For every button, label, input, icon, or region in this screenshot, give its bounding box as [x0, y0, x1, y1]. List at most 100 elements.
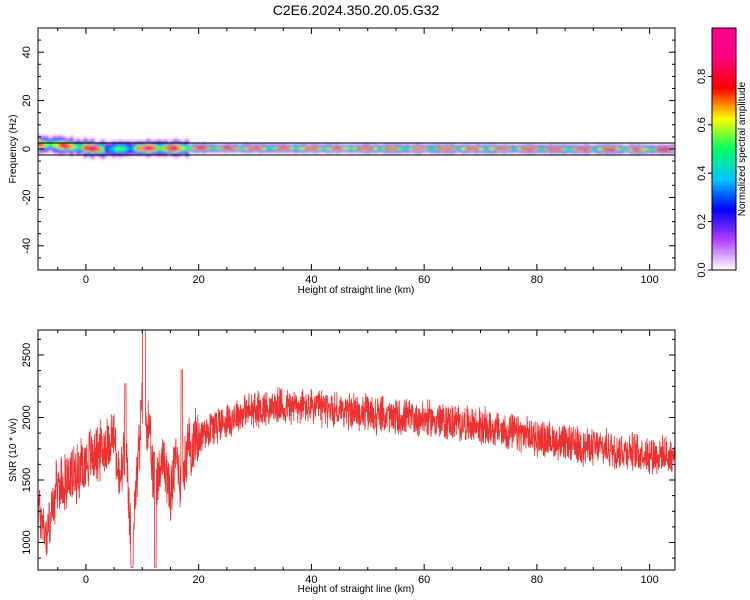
spectrogram-cell [311, 149, 316, 152]
spectrogram-cell [440, 149, 445, 152]
spectrogram-cell [535, 148, 540, 151]
spectrogram-cell [69, 139, 74, 142]
spectrogram-cell [580, 149, 585, 152]
spectrogram-cell [244, 145, 249, 148]
spectrogram-cell [318, 149, 323, 152]
spectrogram-cell [517, 145, 522, 148]
spectrogram-cell [185, 138, 190, 141]
spectrogram-cell [101, 145, 106, 148]
spectrogram-cell [510, 148, 515, 151]
spectrogram-cell [59, 139, 64, 142]
spectrogram-cell [66, 147, 71, 149]
spectrogram-cell [48, 149, 53, 152]
spectrogram-cell [104, 147, 109, 149]
spectrogram-cell [633, 149, 638, 152]
spectrogram-cell [398, 143, 403, 146]
spectrogram-cell [608, 145, 613, 148]
spectrogram-cell [489, 150, 494, 153]
spectrogram-cell [416, 145, 421, 148]
spectrogram-cell [577, 150, 582, 153]
spectrogram-cell [412, 143, 417, 146]
spectrogram-cell [468, 152, 473, 154]
spectrogram-cell [535, 145, 540, 148]
spectrogram-cell [342, 144, 347, 147]
spectrogram-cell [412, 148, 417, 151]
spectrogram-cell [433, 152, 438, 154]
spectrogram-cell [367, 149, 372, 152]
spectrogram-cell [328, 150, 333, 153]
spectrogram-cell [423, 144, 428, 147]
spectrogram-cell [129, 153, 134, 155]
spectrogram-cell [307, 148, 312, 151]
spectrogram-cell [73, 148, 78, 151]
spectrogram-cell [265, 150, 270, 153]
spectrogram-cell [118, 147, 123, 149]
spectrogram-cell [66, 150, 71, 153]
spectrogram-cell [223, 148, 228, 151]
spectrogram-cell [101, 147, 106, 149]
spectrogram-cell [454, 149, 459, 152]
spectrogram-cell [433, 143, 438, 146]
spectrogram-cell [332, 150, 337, 153]
spectrogram-cell [458, 144, 463, 147]
snr-ytick-label: 2500 [21, 343, 33, 367]
spectrogram-cell [367, 144, 372, 147]
spectrogram-cell [97, 144, 102, 147]
spectrogram-cell [370, 148, 375, 151]
spectrogram-cell [661, 143, 666, 146]
spectrogram-cell [69, 137, 74, 140]
spectrogram-cell [174, 141, 179, 143]
spectrogram-cell [143, 152, 148, 154]
snr-frame [37, 329, 676, 571]
spectrogram-cell [650, 148, 655, 151]
spectrogram-cell [314, 143, 319, 146]
spectrogram-cell [503, 149, 508, 152]
spectrogram-cell [136, 149, 141, 152]
spectrogram-cell [157, 148, 162, 151]
spectrogram-cell [349, 148, 354, 151]
spectrogram-cell [69, 152, 74, 154]
spectrogram-cell [181, 152, 186, 154]
spectrogram-cell [346, 147, 351, 149]
spectrogram-cell [52, 147, 57, 149]
spectrogram-cell [185, 137, 190, 140]
spectrogram-cell [104, 141, 109, 143]
spectrogram-cell [419, 149, 424, 152]
spectrogram-cell [640, 152, 645, 154]
spectrogram-cell [293, 143, 298, 146]
spectrogram-cell [377, 150, 382, 153]
spectrogram-cell [55, 149, 60, 152]
spectrogram-cell [451, 152, 456, 154]
spectrogram-cell [654, 144, 659, 147]
spectrogram-cell [55, 153, 60, 155]
spectrogram-cell [143, 144, 148, 147]
spectrogram-cell [258, 149, 263, 152]
spectrogram-cell [111, 143, 116, 146]
spectrogram-cell [538, 145, 543, 148]
spectrogram-cell [41, 144, 46, 147]
spectrogram-cell [213, 147, 218, 149]
spectrogram-cell [521, 144, 526, 147]
spectrogram-cell [202, 150, 207, 153]
spectrogram-cell [524, 152, 529, 154]
spectrogram-cell [594, 152, 599, 154]
spectrogram-cell [661, 145, 666, 148]
spectrogram-cell [612, 147, 617, 149]
spectrogram-cell [633, 148, 638, 151]
spectrogram-cell [90, 137, 95, 140]
spectrogram-cell [318, 150, 323, 153]
spectrogram-cell [178, 150, 183, 153]
spectrogram-cell [384, 152, 389, 154]
spectrogram-cell [185, 156, 190, 159]
colorbar-tick-label: 0.4 [696, 166, 708, 181]
spectrogram-cell [237, 149, 242, 152]
spectrogram-cell [304, 147, 309, 149]
spectrogram-cell [360, 144, 365, 147]
spectrogram-cell [272, 144, 277, 147]
spectrogram-cell [643, 144, 648, 147]
spectrogram-cell [395, 152, 400, 154]
spectrogram-cell [248, 147, 253, 149]
spectrogram-cell [83, 147, 88, 149]
spectrogram-cell [153, 141, 158, 143]
spectrogram-cell [164, 149, 169, 152]
